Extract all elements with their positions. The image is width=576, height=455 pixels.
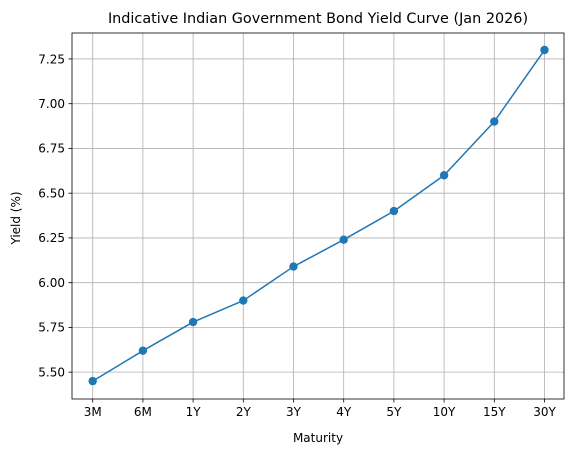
data-point-30y: [540, 45, 549, 55]
data-point-3y: [289, 262, 298, 271]
series-line: [91, 48, 546, 383]
data-point-15y: [490, 117, 499, 126]
y-axis-label: Yield (%): [9, 191, 23, 245]
x-axis-label: Maturity: [293, 431, 343, 445]
x-tick-label: 5Y: [386, 405, 402, 419]
x-tick-label: 15Y: [483, 405, 506, 419]
y-tick-label: 6.25: [38, 231, 65, 245]
series-marker-layer: [88, 45, 549, 386]
data-point-1y: [188, 317, 198, 327]
data-point-10y: [439, 171, 449, 180]
x-tick-label: 3M: [84, 405, 102, 419]
series-line-layer: [91, 48, 546, 383]
axes-layer: [71, 32, 565, 400]
y-tick-label: 6.00: [38, 276, 65, 290]
grid-layer: [72, 33, 564, 399]
y-tick-label: 6.75: [38, 142, 65, 156]
chart-title: Indicative Indian Government Bond Yield …: [108, 11, 528, 27]
y-tick-label: 6.50: [38, 186, 65, 200]
x-tick-label: 3Y: [286, 405, 302, 419]
x-tick-label: 6M: [134, 405, 152, 419]
tick-layer: 3M 6M 1Y 2Y 3Y 4Y 5Y 10Y 15Y 30Y 5.50 5.75 6.00 6.25 6…: [38, 52, 556, 419]
y-tick-label: 5.75: [38, 321, 65, 335]
data-point-2y: [239, 296, 248, 305]
data-point-4y: [339, 235, 348, 244]
y-tick-label: 7.00: [38, 97, 65, 111]
x-tick-label: 1Y: [186, 405, 202, 419]
plot-frame: [71, 32, 565, 400]
data-point-5y: [389, 206, 399, 216]
data-point-3m: [88, 376, 97, 386]
x-tick-label: 10Y: [433, 405, 456, 419]
x-tick-label: 2Y: [236, 405, 252, 419]
y-tick-label: 7.25: [38, 52, 65, 66]
y-tick-label: 5.50: [38, 365, 65, 379]
x-tick-label: 30Y: [533, 405, 556, 419]
x-tick-label: 4Y: [336, 405, 352, 419]
data-point-6m: [138, 346, 148, 355]
